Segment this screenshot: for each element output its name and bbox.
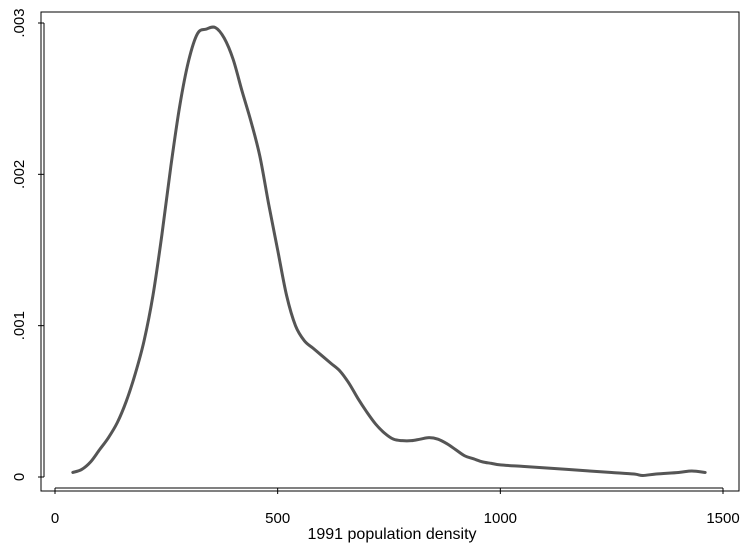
x-axis-title: 1991 population density [307,526,476,543]
y-tick-label: 0 [11,473,28,481]
y-tick-label: .003 [11,8,28,37]
x-tick-label: 1500 [706,510,739,527]
x-tick-label: 0 [51,510,59,527]
plot-frame [40,11,740,492]
y-tick-label: .001 [11,311,28,340]
series-layer [71,25,707,477]
x-axis: 0 500 1000 1500 [51,487,740,527]
y-tick-label: .002 [11,160,28,189]
x-tick-label: 500 [265,510,290,527]
y-axis: 0 .001 .002 .003 [11,8,45,481]
density-line [71,25,707,477]
x-tick-label: 1000 [484,510,517,527]
